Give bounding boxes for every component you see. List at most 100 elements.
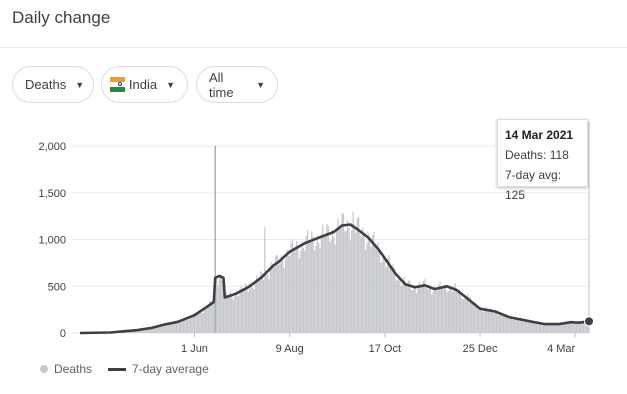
deaths-bar: [202, 313, 204, 333]
deaths-bar: [562, 323, 564, 333]
deaths-bar: [322, 224, 324, 333]
deaths-bar: [529, 322, 531, 333]
deaths-bar: [152, 327, 154, 333]
deaths-bar: [268, 279, 270, 333]
x-tick-label: 9 Aug: [276, 343, 304, 355]
deaths-bar: [226, 297, 229, 333]
deaths-bar: [502, 315, 505, 333]
deaths-bar: [210, 300, 212, 333]
deaths-bar: [559, 324, 561, 333]
deaths-bar: [573, 322, 575, 333]
caret-down-icon: ▼: [256, 79, 265, 90]
deaths-bar: [178, 319, 180, 333]
deaths-bar: [229, 291, 231, 333]
deaths-bar: [436, 290, 438, 333]
daily-change-chart[interactable]: 0 500 1,000 1,500 2,000 1 Jun 9 Aug 17 Oct 25 De…: [0, 112, 627, 362]
deaths-bar: [238, 296, 240, 333]
deaths-bar: [508, 318, 510, 333]
deaths-bar: [468, 299, 470, 333]
deaths-bar: [272, 266, 274, 333]
deaths-bar: [429, 287, 431, 333]
country-dropdown[interactable]: India ▼: [101, 66, 188, 103]
deaths-bar: [378, 248, 380, 333]
deaths-bar: [206, 307, 208, 333]
deaths-bar: [425, 287, 427, 333]
metric-dropdown[interactable]: Deaths ▼: [12, 66, 94, 103]
deaths-bar: [209, 301, 211, 333]
deaths-bar: [318, 242, 320, 333]
deaths-bar: [555, 323, 557, 333]
deaths-bar: [275, 255, 277, 333]
deaths-bar: [211, 304, 214, 333]
deaths-bar: [570, 321, 572, 333]
deaths-bar: [195, 312, 197, 333]
deaths-bar: [260, 270, 262, 333]
deaths-bar: [564, 323, 567, 333]
deaths-bar: [247, 291, 249, 333]
legend-average-swatch: [108, 367, 127, 371]
deaths-bar: [269, 269, 271, 333]
deaths-bar: [148, 327, 150, 333]
deaths-bar: [282, 260, 284, 333]
deaths-bar: [435, 288, 437, 333]
deaths-bar: [471, 300, 473, 333]
deaths-bar: [250, 283, 252, 333]
deaths-bar: [560, 323, 563, 333]
deaths-bar: [380, 263, 382, 333]
caret-down-icon: ▼: [166, 79, 175, 90]
deaths-bar: [346, 220, 349, 333]
deaths-bar: [440, 287, 443, 333]
deaths-bar: [144, 328, 146, 333]
deaths-bar: [479, 308, 481, 333]
deaths-bar: [407, 280, 409, 333]
deaths-bar: [505, 313, 507, 333]
deaths-bar: [358, 216, 360, 333]
deaths-bar: [186, 320, 189, 333]
deaths-bar: [312, 236, 314, 333]
deaths-bar: [273, 266, 276, 333]
deaths-bar: [491, 311, 494, 333]
deaths-bar: [264, 227, 266, 333]
deaths-bar: [395, 280, 397, 333]
deaths-bar: [251, 287, 254, 333]
deaths-bar: [173, 322, 175, 333]
deaths-bar: [443, 284, 445, 333]
deaths-bar: [324, 236, 327, 333]
deaths-bar: [174, 321, 176, 333]
deaths-bar: [327, 226, 329, 333]
x-tick-label: 4 Mar: [547, 343, 575, 355]
deaths-bar: [522, 319, 524, 333]
deaths-bar: [315, 245, 317, 333]
deaths-bar: [218, 278, 220, 333]
deaths-bar: [355, 232, 357, 333]
deaths-bar: [353, 227, 356, 333]
deaths-bar: [300, 251, 302, 333]
deaths-bar: [515, 317, 517, 333]
deaths-bar: [257, 280, 259, 333]
deaths-bar: [153, 326, 156, 333]
deaths-bar: [541, 322, 543, 333]
deaths-bar: [220, 274, 222, 333]
time-range-dropdown[interactable]: All time ▼: [196, 66, 278, 103]
deaths-bar: [177, 321, 179, 333]
x-tick-label: 1 Jun: [181, 343, 208, 355]
deaths-bar: [374, 245, 376, 333]
deaths-bar: [530, 321, 532, 333]
deaths-bar: [494, 311, 496, 333]
deaths-bar: [279, 263, 281, 333]
deaths-bar: [258, 279, 260, 333]
deaths-bar: [382, 253, 385, 333]
deaths-bar: [138, 329, 140, 333]
legend-average-label: 7-day average: [132, 362, 209, 376]
deaths-bar: [146, 328, 149, 333]
deaths-bar: [484, 307, 487, 333]
deaths-bar: [413, 285, 415, 333]
india-flag-icon: [110, 76, 125, 93]
deaths-bar: [381, 261, 383, 333]
deaths-bar: [198, 312, 200, 333]
deaths-bar: [192, 315, 194, 333]
deaths-bar: [580, 323, 582, 333]
deaths-bar: [586, 319, 589, 333]
deaths-bar: [360, 236, 363, 333]
deaths-bar: [231, 294, 233, 333]
